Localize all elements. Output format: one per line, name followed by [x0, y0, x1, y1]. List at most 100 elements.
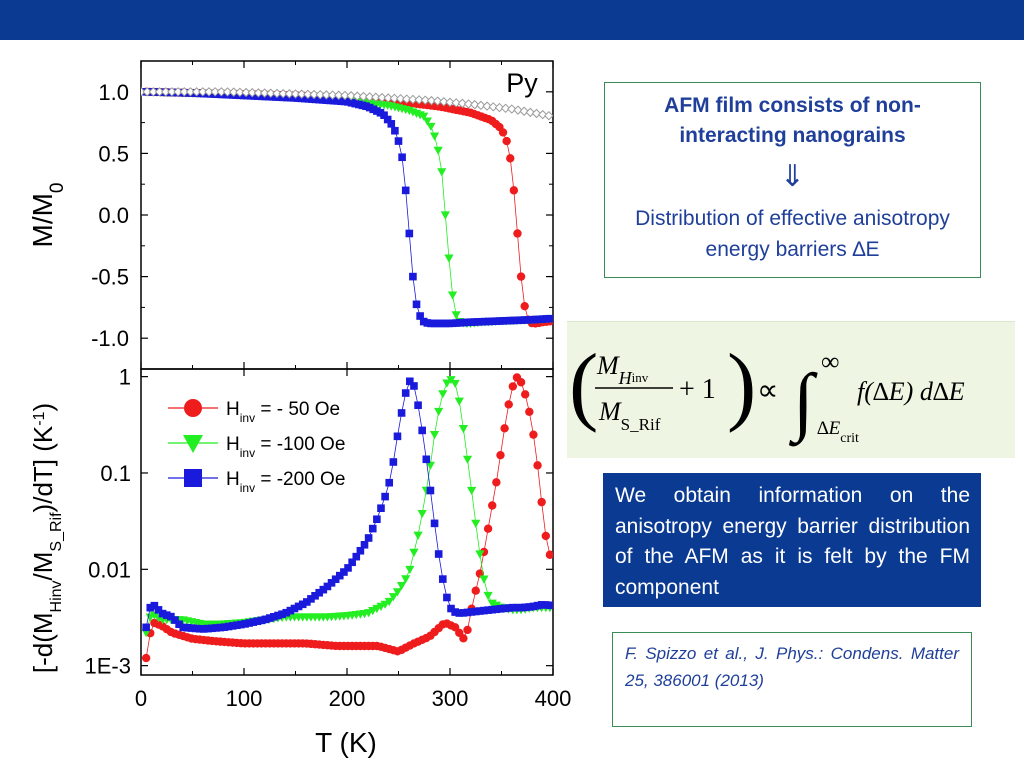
- header-bar: [0, 0, 1024, 40]
- data-point: [175, 620, 183, 629]
- data-point: [167, 87, 177, 97]
- data-point: [311, 592, 319, 600]
- data-point: [447, 604, 455, 613]
- data-point: [340, 568, 348, 576]
- data-point: [208, 624, 216, 633]
- data-point: [278, 88, 288, 99]
- data-point: [222, 87, 233, 97]
- data-point: [377, 92, 387, 103]
- data-point: [323, 582, 332, 591]
- data-point: [467, 486, 477, 496]
- data-point: [408, 94, 418, 105]
- data-point: [434, 550, 443, 558]
- data-point: [364, 534, 373, 542]
- data-point: [418, 426, 426, 435]
- magnetization-chart: 1.0 0.5 0.0 -0.5 -1.0 Py 1 0.1 0.01 1E-30 100 200…: [27, 60, 572, 758]
- data-point: [284, 89, 295, 99]
- data-point: [195, 624, 204, 633]
- data-point: [502, 136, 511, 146]
- data-point: [296, 89, 307, 99]
- data-point: [509, 186, 519, 195]
- data-point: [388, 593, 398, 602]
- data-point: [319, 585, 328, 594]
- data-point: [360, 540, 369, 549]
- data-point: [444, 254, 454, 263]
- data-point: [414, 401, 422, 410]
- data-point: [141, 653, 151, 663]
- data-point: [171, 616, 179, 624]
- data-point: [210, 87, 220, 97]
- svg-text:∆Ecrit: ∆Ecrit: [817, 418, 859, 446]
- data-point: [525, 407, 534, 416]
- data-point: [235, 87, 245, 97]
- data-point: [426, 486, 435, 495]
- data-point: [154, 606, 163, 614]
- data-point: [463, 608, 472, 617]
- data-point: [438, 390, 448, 399]
- data-point: [531, 108, 542, 119]
- data-point: [150, 601, 159, 610]
- data-point: [476, 100, 486, 111]
- data-point: [463, 99, 474, 109]
- top-y-axis-label: M/M0: [27, 182, 68, 247]
- bottom-y-axis-label: [-d(MHinv/MS_Rif)/dT] (K-1): [28, 403, 65, 673]
- data-point: [525, 107, 536, 118]
- data-point: [253, 88, 264, 98]
- data-point: [335, 571, 344, 580]
- data-point: [430, 519, 439, 528]
- data-point: [420, 95, 430, 105]
- data-point: [416, 312, 424, 320]
- formula-panel: ( MHinv MS_Rif + 1 ) ∝ ∫ ∞ ∆Ecrit f(∆E) …: [567, 321, 1015, 458]
- data-point: [437, 168, 447, 177]
- data-point: [410, 382, 418, 390]
- data-point: [253, 617, 262, 626]
- data-point: [278, 610, 286, 619]
- data-point: [315, 89, 325, 100]
- data-point: [520, 301, 529, 311]
- data-point: [396, 582, 407, 591]
- data-point: [179, 623, 188, 632]
- data-point: [509, 603, 517, 612]
- data-point: [303, 89, 313, 100]
- data-point: [216, 87, 227, 97]
- data-point: [142, 623, 150, 632]
- data-point: [183, 623, 192, 632]
- data-point: [488, 102, 498, 112]
- data-point: [397, 409, 406, 417]
- data-point: [321, 90, 332, 100]
- data-point: [471, 607, 480, 616]
- data-point: [440, 211, 450, 220]
- integral-symbol: ∫: [789, 359, 818, 447]
- legend-label: Hinv = -100 Oe: [226, 434, 345, 460]
- data-point: [146, 603, 155, 612]
- data-point: [504, 604, 513, 612]
- series-line-green: [146, 91, 550, 324]
- y-tick-label: 0.01: [88, 557, 131, 582]
- data-point: [327, 90, 338, 100]
- data-point: [290, 89, 301, 99]
- data-point: [498, 128, 508, 137]
- legend-marker-red: [184, 399, 202, 417]
- data-point: [537, 109, 548, 120]
- data-point: [191, 624, 200, 633]
- plus-one: + 1: [679, 374, 716, 405]
- x-tick-label: 200: [329, 686, 366, 711]
- x-tick-label: 400: [535, 686, 572, 711]
- data-point: [340, 90, 350, 101]
- series-blue: [142, 377, 553, 633]
- data-point: [309, 89, 319, 100]
- data-point: [447, 291, 458, 300]
- y-tick-label: -1.0: [91, 326, 129, 351]
- data-point: [426, 95, 437, 106]
- data-point: [187, 624, 196, 632]
- data-point: [445, 97, 455, 107]
- data-point: [154, 87, 165, 97]
- data-point: [479, 575, 489, 584]
- data-point: [393, 432, 402, 441]
- data-point: [451, 98, 461, 108]
- data-point: [191, 87, 202, 97]
- right-paren: ): [727, 337, 756, 434]
- data-point: [517, 603, 525, 612]
- data-point: [459, 634, 468, 643]
- data-point: [426, 122, 436, 132]
